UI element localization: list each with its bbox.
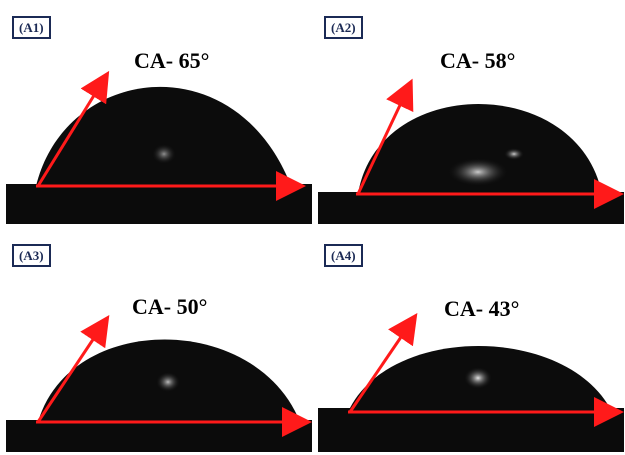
tangent-arrow (356, 78, 414, 195)
tangent-arrow (348, 313, 418, 413)
tangent-arrow (36, 70, 110, 187)
contact-angle-label: CA- 50° (132, 294, 208, 319)
tangent-arrow (36, 315, 110, 423)
contact-angle-label: CA- 65° (134, 48, 210, 73)
droplet-image-a2 (318, 78, 624, 224)
panel-label: (A2) (324, 16, 363, 39)
droplet-panel-a4: (A4) CA- 43° (318, 232, 624, 452)
droplet-image-a1 (6, 70, 312, 224)
droplet-image-a4 (318, 313, 624, 452)
substrate (6, 184, 312, 224)
droplet (358, 104, 602, 194)
contact-angle-label: CA- 43° (444, 296, 520, 321)
panel-label: (A3) (12, 244, 51, 267)
droplet-panel-a3: (A3) CA- 50° (6, 232, 312, 452)
droplet (36, 86, 291, 186)
panel-label: (A1) (12, 16, 51, 39)
droplet-image-a3 (6, 315, 312, 452)
substrate (318, 408, 624, 452)
contact-angle-label: CA- 58° (440, 48, 516, 73)
droplet-panel-a1: (A1) CA- 65° (6, 4, 312, 224)
panel-label: (A4) (324, 244, 363, 267)
droplet-panel-a2: (A2) CA- 58° (318, 4, 624, 224)
substrate (6, 420, 312, 452)
substrate (318, 192, 624, 224)
